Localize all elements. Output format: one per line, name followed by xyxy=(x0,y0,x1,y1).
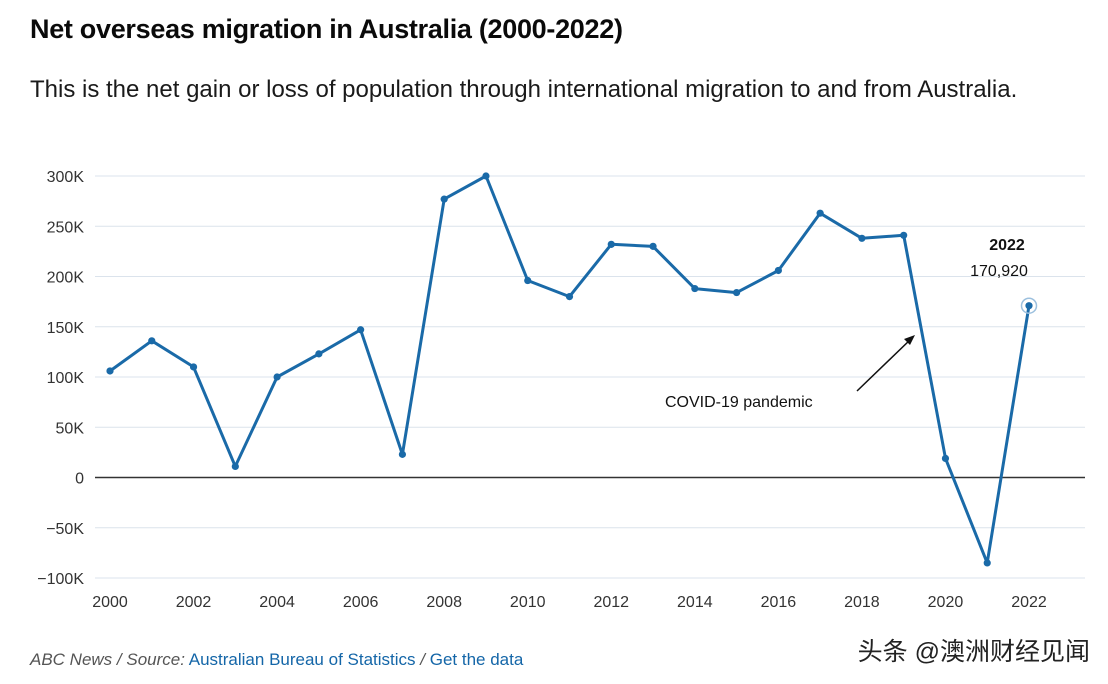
covid-annotation: COVID-19 pandemic xyxy=(665,335,915,411)
data-point xyxy=(1025,302,1033,310)
data-point xyxy=(900,231,908,239)
y-tick-label: 0 xyxy=(75,471,84,488)
covid-arrow-line xyxy=(856,337,913,392)
watermark: 头条 @澳洲财经见闻 xyxy=(857,638,1090,666)
y-tick-label: 300K xyxy=(47,169,85,186)
footer: ABC News / Source: Australian Bureau of … xyxy=(30,650,523,670)
data-point xyxy=(231,462,239,471)
x-tick-label: 2002 xyxy=(176,594,212,611)
data-point xyxy=(691,284,699,293)
highlight-value-label: 170,920 xyxy=(970,263,1028,280)
data-point xyxy=(106,367,114,375)
data-point xyxy=(649,242,657,250)
highlight-2022: 2022 170,920 xyxy=(970,237,1038,314)
x-tick-label: 2010 xyxy=(510,594,546,611)
chart-title: Net overseas migration in Australia (200… xyxy=(30,14,623,44)
x-axis-ticks: 2000 2002 2004 2006 2008 2010 2012 2014 2016 2018… xyxy=(92,594,1047,611)
y-tick-label: −50K xyxy=(46,521,84,538)
data-point xyxy=(148,337,156,345)
data-point xyxy=(189,363,198,371)
x-tick-label: 2004 xyxy=(259,594,295,611)
series-line xyxy=(109,174,1031,565)
data-point xyxy=(732,288,741,297)
data-point xyxy=(440,195,448,203)
x-tick-label: 2012 xyxy=(593,594,629,611)
gridlines xyxy=(95,175,1085,579)
data-point xyxy=(524,276,532,285)
x-tick-label: 2008 xyxy=(426,594,462,611)
x-tick-label: 2000 xyxy=(92,594,128,611)
y-tick-label: 100K xyxy=(47,370,85,387)
x-tick-label: 2022 xyxy=(1011,594,1047,611)
y-tick-label: 150K xyxy=(47,320,85,337)
source-link[interactable]: Australian Bureau of Statistics xyxy=(188,650,416,669)
footer-credit: ABC News / Source: xyxy=(30,650,185,669)
highlight-year-label: 2022 xyxy=(989,237,1025,254)
data-point xyxy=(273,373,281,381)
x-tick-label: 2018 xyxy=(844,594,880,611)
y-tick-label: 50K xyxy=(56,420,85,437)
data-points xyxy=(106,172,1033,567)
data-point xyxy=(482,172,490,180)
get-data-link[interactable]: Get the data xyxy=(429,650,524,669)
covid-arrow-head xyxy=(904,335,915,345)
covid-label: COVID-19 pandemic xyxy=(665,394,813,411)
data-point xyxy=(941,454,950,463)
data-point xyxy=(607,240,615,248)
data-point xyxy=(357,326,365,334)
x-tick-label: 2020 xyxy=(928,594,964,611)
data-point xyxy=(398,450,407,458)
y-tick-label: 250K xyxy=(47,219,85,236)
y-tick-label: 200K xyxy=(47,270,85,287)
data-point xyxy=(858,234,866,242)
footer-separator: / xyxy=(420,650,425,669)
data-point xyxy=(983,559,991,567)
x-tick-label: 2014 xyxy=(677,594,713,611)
y-axis-ticks: 300K 250K 200K 150K 100K 50K 0 −50K −100K xyxy=(37,169,84,588)
highlight-ring xyxy=(1020,297,1038,314)
chart-subtitle: This is the net gain or loss of populati… xyxy=(30,76,1018,103)
data-point xyxy=(315,350,323,358)
x-tick-label: 2016 xyxy=(761,594,797,611)
data-point xyxy=(816,209,824,217)
y-tick-label: −100K xyxy=(37,571,84,588)
data-point xyxy=(565,293,574,301)
x-tick-label: 2006 xyxy=(343,594,379,611)
data-point xyxy=(774,266,782,275)
